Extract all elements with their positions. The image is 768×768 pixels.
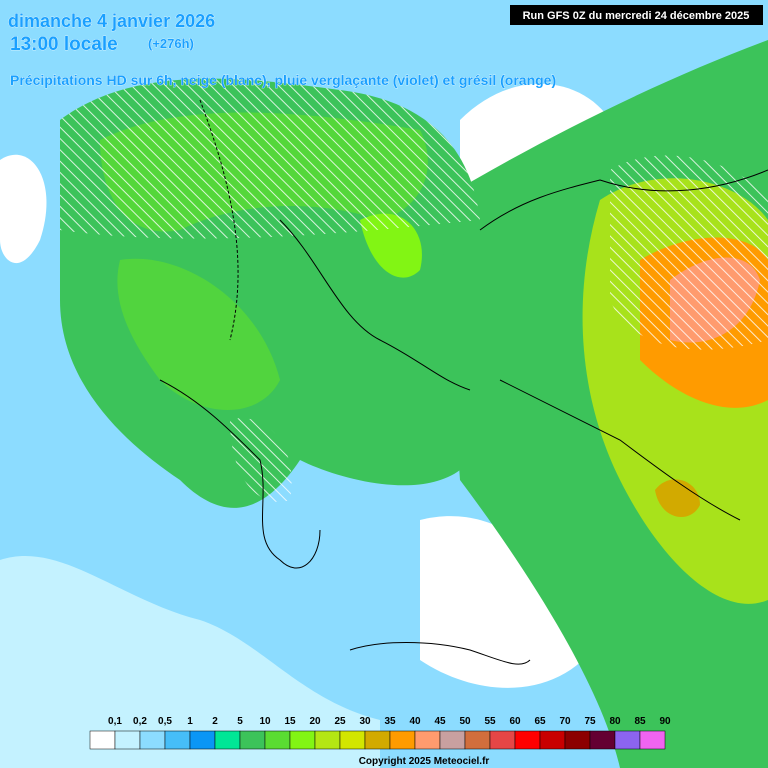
run-box [510,5,763,25]
legend-label: 70 [559,716,571,727]
legend-label: 0,5 [158,716,172,727]
legend-swatch [164,730,191,750]
legend-swatch [389,730,416,750]
legend-swatch [114,730,141,750]
legend-label: 85 [634,716,646,727]
legend-label: 45 [434,716,446,727]
legend-label: 0,2 [133,716,147,727]
legend-swatch [614,730,641,750]
run-info: Run GFS 0Z du mercredi 24 décembre 2025 [523,10,750,22]
legend-label: 50 [459,716,471,727]
legend-swatch [439,730,466,750]
legend-swatch [489,730,516,750]
legend-label: 25 [334,716,346,727]
legend-swatch [514,730,541,750]
legend-label: 75 [584,716,596,727]
legend-label: 5 [237,716,243,727]
precip-fields [0,40,768,768]
legend-label: 20 [309,716,321,727]
coastlines [159,99,768,665]
legend-swatch [464,730,491,750]
legend-label: 35 [384,716,396,727]
legend-swatch [189,730,216,750]
legend-swatch [639,730,666,750]
legend-label: 60 [509,716,521,727]
legend-swatch [139,730,166,750]
legend-label: 0,1 [108,716,122,727]
legend-label: 80 [609,716,621,727]
legend-label: 15 [284,716,296,727]
legend-swatch [89,730,116,750]
legend-swatch [264,730,291,750]
legend-swatch [289,730,316,750]
time: 13:00 locale [10,34,118,55]
legend-swatch [339,730,366,750]
lead-time: (+276h) [148,36,194,51]
legend-swatch [539,730,566,750]
legend-swatch [364,730,391,750]
legend-swatch [239,730,266,750]
legend-swatch [414,730,441,750]
subtitle: Précipitations HD sur 6h, neige (blanc),… [10,72,556,88]
legend-label: 90 [659,716,671,727]
copyright: Copyright 2025 Meteociel.fr [359,756,490,767]
legend-label: 40 [409,716,421,727]
legend-label: 30 [359,716,371,727]
legend-swatch [314,730,341,750]
legend-swatch [564,730,591,750]
legend-swatch [214,730,241,750]
legend-label: 55 [484,716,496,727]
legend-label: 65 [534,716,546,727]
date: dimanche 4 janvier 2026 [8,11,215,31]
legend-label: 1 [187,716,193,727]
legend-swatch [589,730,616,750]
legend-label: 2 [212,716,218,727]
legend: 0,1 0,2 0,5 1 2 5 10 15 20 25 30 35 40 45 50 55 60 65 70 75… [89,716,671,750]
legend-label: 10 [259,716,271,727]
